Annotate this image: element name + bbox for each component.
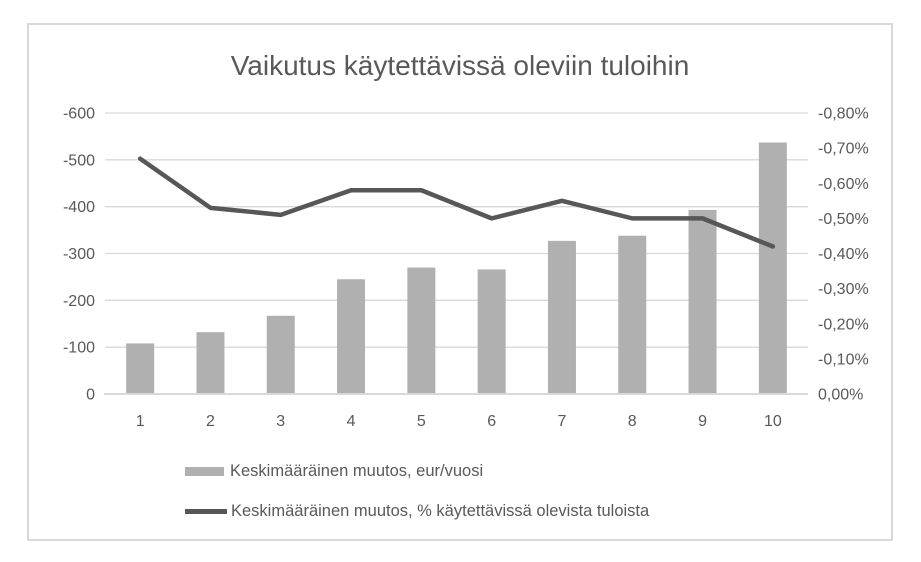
chart-legend: Keskimääräinen muutos, eur/vuosi Keskimä… <box>185 459 649 523</box>
left-axis-tick-label: -500 <box>63 152 95 169</box>
right-axis-tick-label: -0,20% <box>818 316 869 333</box>
bar[interactable] <box>196 332 225 394</box>
x-axis-tick-label: 5 <box>417 413 426 430</box>
x-axis-tick-label: 8 <box>628 413 637 430</box>
right-axis-tick-label: -0,50% <box>818 211 869 228</box>
bar[interactable] <box>126 343 155 394</box>
left-axis-tick-label: -100 <box>63 340 95 357</box>
left-axis-tick-label: 0 <box>86 387 95 404</box>
x-axis-tick-label: 6 <box>487 413 496 430</box>
right-axis-tick-label: -0,30% <box>818 281 869 298</box>
right-axis-tick-label: -0,80% <box>818 106 869 123</box>
bar[interactable] <box>407 267 436 394</box>
bar[interactable] <box>337 279 366 394</box>
legend-label-line-series: Keskimääräinen muutos, % käytettävissä o… <box>231 501 650 520</box>
right-axis-tick-label: 0,00% <box>818 387 863 404</box>
chart-title: Vaikutus käytettävissä oleviin tuloihin <box>230 50 690 81</box>
legend-label-bar-series: Keskimääräinen muutos, eur/vuosi <box>230 461 484 480</box>
right-axis-tick-label: -0,40% <box>818 246 869 263</box>
left-axis-tick-label: -200 <box>63 293 95 310</box>
bar[interactable] <box>266 315 295 394</box>
legend-item-bar-series[interactable]: Keskimääräinen muutos, eur/vuosi <box>185 459 649 483</box>
bar-series-swatch-icon <box>185 466 224 476</box>
x-axis-tick-label: 9 <box>698 413 707 430</box>
left-axis-tick-label: -400 <box>63 199 95 216</box>
bar[interactable] <box>547 240 576 394</box>
chart-frame <box>27 23 893 541</box>
x-axis-tick-label: 7 <box>557 413 566 430</box>
right-axis-tick-label: -0,60% <box>818 176 869 193</box>
legend-item-line-series[interactable]: Keskimääräinen muutos, % käytettävissä o… <box>185 499 649 523</box>
left-axis-tick-label: -300 <box>63 246 95 263</box>
line-series[interactable] <box>137 156 776 249</box>
right-axis-tick-label: -0,70% <box>818 141 869 158</box>
x-axis-tick-label: 10 <box>764 413 782 430</box>
x-axis-tick-label: 2 <box>206 413 215 430</box>
bar[interactable] <box>688 209 717 394</box>
bar[interactable] <box>618 235 647 394</box>
left-axis-tick-label: -600 <box>63 106 95 123</box>
bar[interactable] <box>477 269 506 394</box>
bar[interactable] <box>758 142 787 394</box>
x-axis-tick-label: 1 <box>136 413 145 430</box>
x-axis-tick-label: 4 <box>347 413 356 430</box>
line-series-swatch-icon <box>185 508 227 514</box>
x-axis-tick-label: 3 <box>276 413 285 430</box>
right-axis-tick-label: -0,10% <box>818 351 869 368</box>
